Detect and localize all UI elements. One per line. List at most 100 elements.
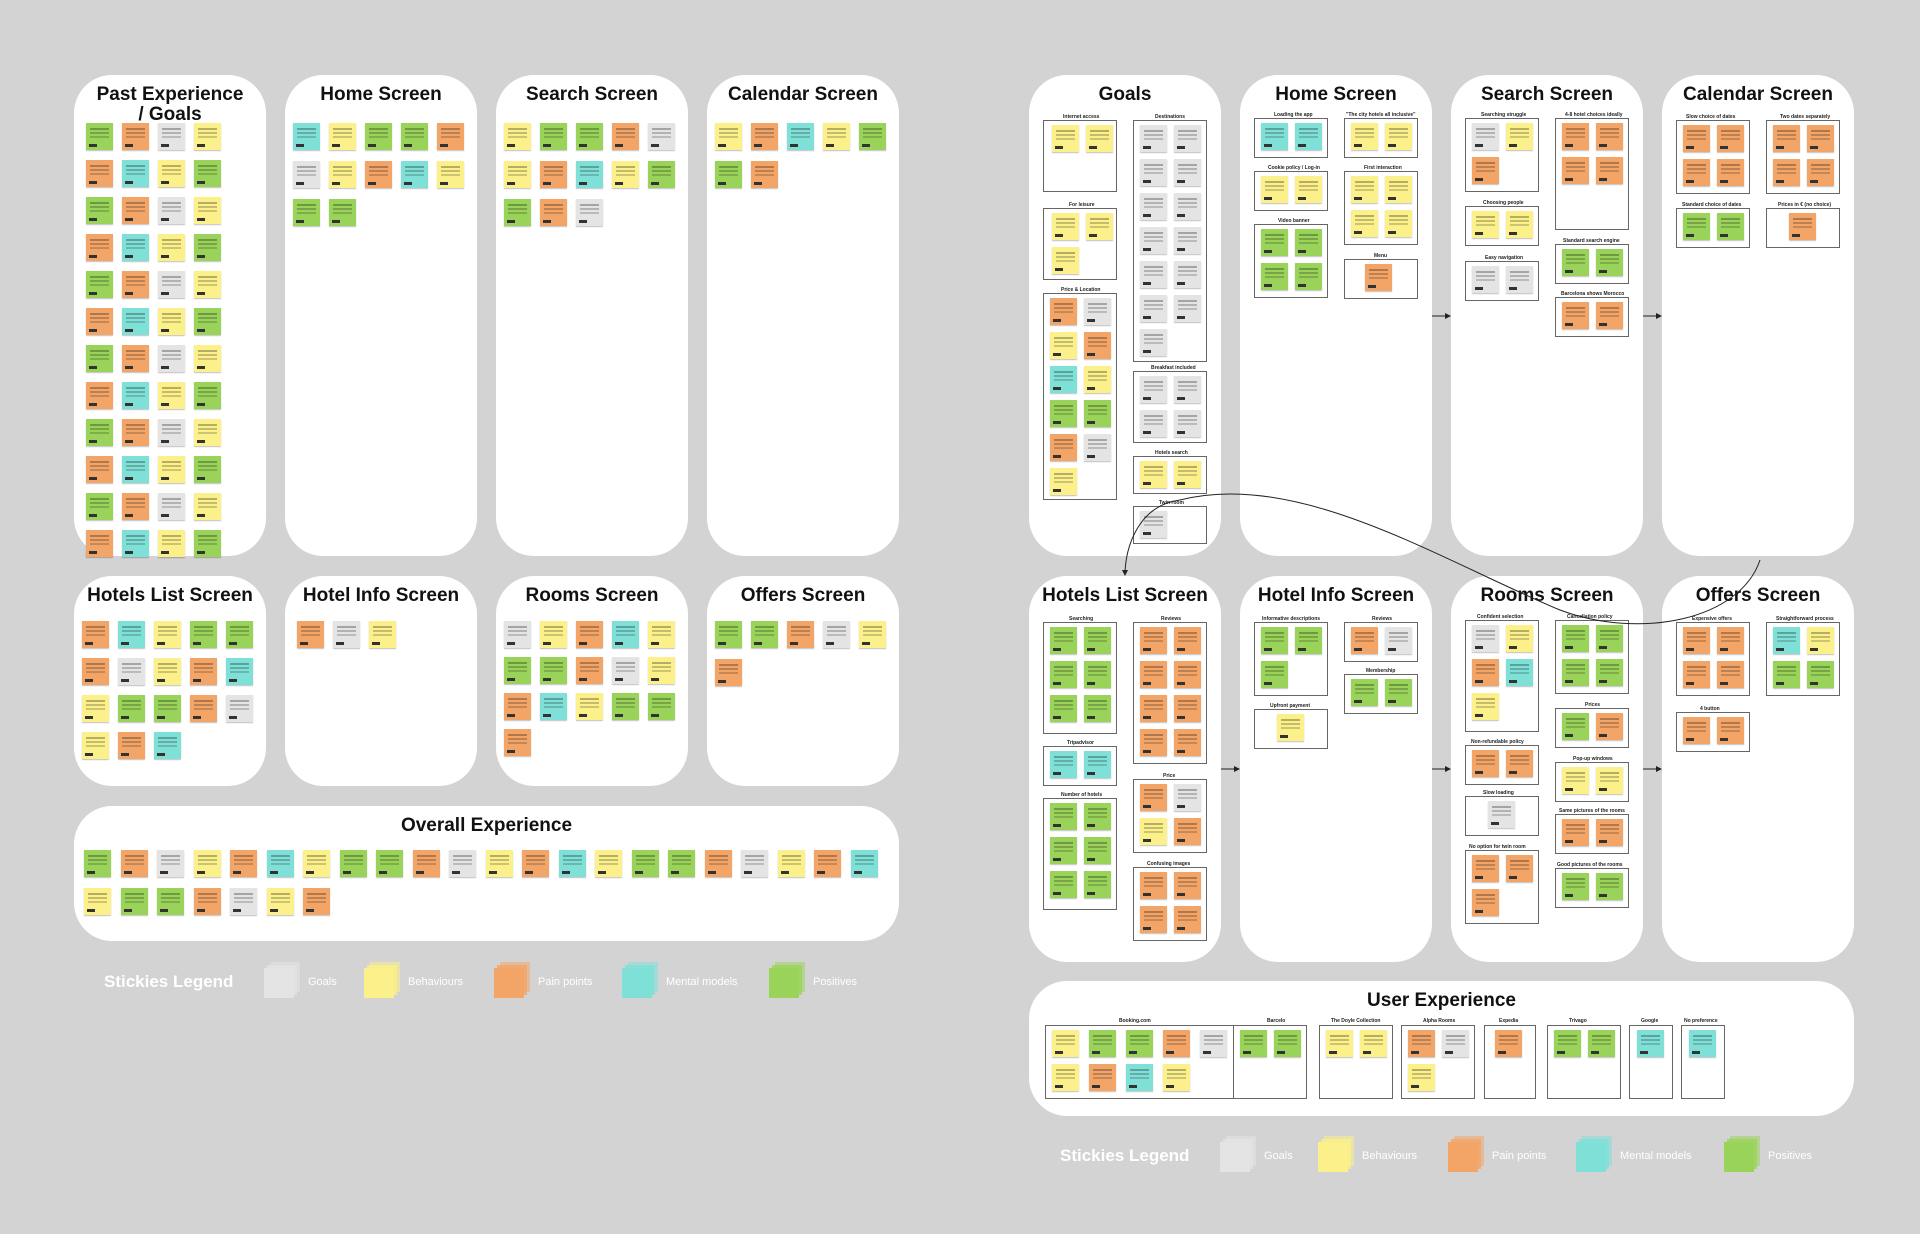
sticky-note[interactable] [850, 850, 878, 877]
sticky-note[interactable] [329, 161, 356, 188]
sticky-note[interactable] [1472, 659, 1499, 686]
sticky-note[interactable] [1295, 123, 1322, 150]
sticky-note[interactable] [1084, 837, 1111, 864]
sticky-note[interactable] [293, 123, 320, 150]
sticky-note[interactable] [1807, 661, 1834, 688]
sticky-note[interactable] [1385, 627, 1412, 654]
sticky-note[interactable] [1807, 627, 1834, 654]
sticky-note[interactable] [1174, 906, 1201, 933]
sticky-note[interactable] [1506, 625, 1533, 652]
sticky-note[interactable] [437, 161, 464, 188]
sticky-note[interactable] [1472, 266, 1499, 293]
sticky-note[interactable] [122, 493, 149, 520]
sticky-note[interactable] [194, 345, 221, 372]
sticky-note[interactable] [751, 621, 778, 648]
sticky-note[interactable] [1807, 125, 1834, 152]
sticky-note[interactable] [1050, 434, 1077, 461]
sticky-note[interactable] [668, 850, 695, 877]
sticky-note[interactable] [1084, 803, 1111, 830]
sticky-note[interactable] [1596, 767, 1623, 794]
sticky-note[interactable] [401, 123, 428, 150]
sticky-note[interactable] [1174, 729, 1201, 756]
sticky-note[interactable] [122, 419, 149, 446]
sticky-note[interactable] [190, 658, 217, 685]
sticky-note[interactable] [1050, 695, 1077, 722]
sticky-note[interactable] [1140, 695, 1167, 722]
sticky-note[interactable] [558, 850, 586, 877]
sticky-note[interactable] [1140, 376, 1167, 403]
sticky-note[interactable] [1717, 661, 1744, 688]
sticky-note[interactable] [1506, 855, 1533, 882]
sticky-note[interactable] [540, 621, 567, 648]
sticky-note[interactable] [1174, 784, 1201, 811]
sticky-note[interactable] [1084, 332, 1111, 359]
sticky-note[interactable] [1472, 211, 1499, 238]
sticky-note[interactable] [504, 693, 531, 720]
sticky-note[interactable] [82, 695, 109, 722]
sticky-note[interactable] [158, 160, 185, 187]
sticky-note[interactable] [82, 621, 109, 648]
sticky-note[interactable] [1140, 159, 1167, 186]
sticky-note[interactable] [1562, 713, 1589, 740]
sticky-note[interactable] [157, 888, 184, 915]
sticky-note[interactable] [1200, 1030, 1227, 1057]
sticky-note[interactable] [1084, 298, 1111, 325]
sticky-note[interactable] [1140, 193, 1167, 220]
sticky-note[interactable] [777, 850, 805, 877]
sticky-note[interactable] [437, 123, 464, 150]
sticky-note[interactable] [230, 888, 257, 915]
sticky-note[interactable] [576, 657, 603, 684]
sticky-note[interactable] [1084, 434, 1111, 461]
sticky-note[interactable] [612, 161, 639, 188]
sticky-note[interactable] [1360, 1030, 1387, 1057]
sticky-note[interactable] [1052, 213, 1079, 240]
sticky-note[interactable] [1261, 627, 1288, 654]
sticky-note[interactable] [1295, 263, 1322, 290]
sticky-note[interactable] [1717, 125, 1744, 152]
sticky-note[interactable] [1596, 302, 1623, 329]
sticky-note[interactable] [648, 693, 675, 720]
sticky-note[interactable] [266, 850, 294, 877]
sticky-note[interactable] [1084, 627, 1111, 654]
sticky-note[interactable] [293, 161, 320, 188]
sticky-note[interactable] [120, 888, 148, 915]
sticky-note[interactable] [1562, 249, 1589, 276]
sticky-note[interactable] [86, 308, 113, 335]
sticky-note[interactable] [787, 123, 814, 150]
sticky-note[interactable] [612, 621, 639, 648]
sticky-note[interactable] [576, 161, 603, 188]
sticky-note[interactable] [1089, 1030, 1116, 1057]
sticky-note[interactable] [194, 308, 221, 335]
sticky-note[interactable] [823, 123, 850, 150]
sticky-note[interactable] [1052, 1030, 1079, 1057]
sticky-note[interactable] [194, 530, 221, 557]
sticky-note[interactable] [1717, 213, 1744, 240]
sticky-note[interactable] [82, 658, 109, 685]
sticky-note[interactable] [1140, 329, 1167, 356]
sticky-note[interactable] [1717, 627, 1744, 654]
sticky-note[interactable] [1174, 627, 1201, 654]
sticky-note[interactable] [1174, 193, 1201, 220]
sticky-note[interactable] [154, 732, 181, 759]
sticky-note[interactable] [787, 621, 814, 648]
sticky-note[interactable] [1261, 263, 1288, 290]
sticky-note[interactable] [612, 693, 639, 720]
sticky-note[interactable] [504, 729, 531, 756]
sticky-note[interactable] [1274, 1030, 1301, 1057]
sticky-note[interactable] [1562, 302, 1589, 329]
sticky-note[interactable] [1050, 298, 1077, 325]
sticky-note[interactable] [595, 850, 622, 877]
sticky-note[interactable] [1773, 627, 1800, 654]
sticky-note[interactable] [1050, 837, 1077, 864]
sticky-note[interactable] [540, 161, 567, 188]
sticky-note[interactable] [376, 850, 403, 877]
sticky-note[interactable] [1050, 400, 1077, 427]
sticky-note[interactable] [86, 345, 113, 372]
sticky-note[interactable] [1365, 264, 1392, 291]
sticky-note[interactable] [84, 850, 111, 877]
sticky-note[interactable] [1140, 410, 1167, 437]
sticky-note[interactable] [1385, 679, 1412, 706]
sticky-note[interactable] [540, 657, 567, 684]
sticky-note[interactable] [303, 888, 330, 915]
sticky-note[interactable] [1140, 872, 1167, 899]
